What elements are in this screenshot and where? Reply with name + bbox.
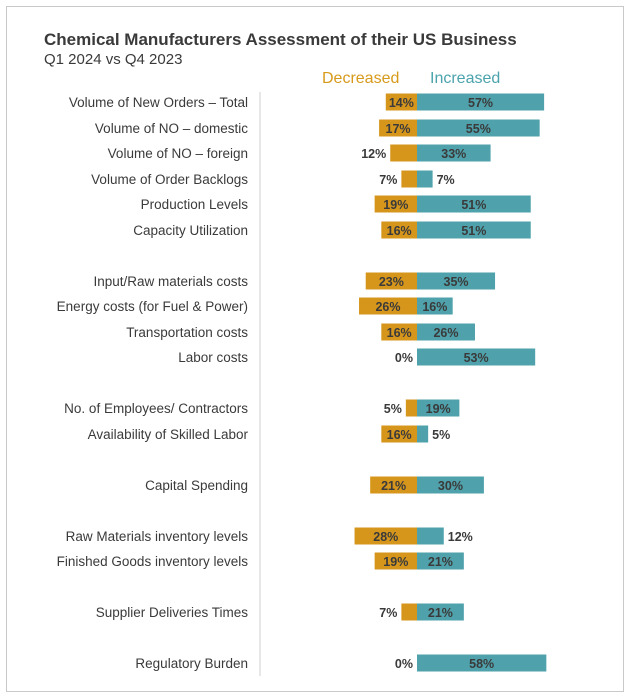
chart-title: Chemical Manufacturers Assessment of the… <box>44 30 517 49</box>
category-label: Regulatory Burden <box>135 656 248 671</box>
data-label-decreased: 19% <box>383 555 408 569</box>
category-label: Labor costs <box>178 350 248 365</box>
bar-increased <box>417 552 464 570</box>
category-label: Raw Materials inventory levels <box>66 529 249 544</box>
bar-decreased <box>374 552 417 570</box>
bar-decreased <box>405 399 417 417</box>
data-label-decreased: 12% <box>361 147 386 161</box>
data-label-increased: 33% <box>441 147 466 161</box>
bar-increased <box>417 476 484 494</box>
bar-increased <box>417 603 464 621</box>
data-label-increased: 57% <box>468 96 493 110</box>
bar-increased <box>417 144 491 162</box>
data-label-decreased: 5% <box>384 402 402 416</box>
category-label: Volume of NO – foreign <box>108 146 248 161</box>
category-label: Transportation costs <box>126 325 248 340</box>
bar-decreased <box>370 476 417 494</box>
data-label-increased: 7% <box>437 173 455 187</box>
data-label-increased: 51% <box>461 198 486 212</box>
data-label-decreased: 16% <box>387 428 412 442</box>
category-label: Production Levels <box>141 197 249 212</box>
bar-increased <box>417 272 496 290</box>
data-label-decreased: 14% <box>389 96 414 110</box>
data-label-decreased: 7% <box>379 173 397 187</box>
bar-decreased <box>374 195 417 213</box>
bar-increased <box>417 527 444 545</box>
data-label-decreased: 0% <box>395 351 413 365</box>
bar-decreased <box>365 272 417 290</box>
bar-increased <box>417 654 547 672</box>
data-label-increased: 51% <box>461 224 486 238</box>
legend-increased: Increased <box>430 70 501 87</box>
bar-increased <box>417 221 531 239</box>
bar-increased <box>417 297 453 315</box>
data-label-decreased: 23% <box>379 275 404 289</box>
category-label: Energy costs (for Fuel & Power) <box>57 299 248 314</box>
bar-increased <box>417 119 540 137</box>
bar-decreased <box>354 527 417 545</box>
bar-decreased <box>390 144 417 162</box>
data-label-increased: 5% <box>432 428 450 442</box>
data-label-increased: 19% <box>426 402 451 416</box>
bar-decreased <box>401 170 417 188</box>
bar-increased <box>417 195 531 213</box>
data-label-increased: 55% <box>466 122 491 136</box>
data-label-decreased: 19% <box>383 198 408 212</box>
category-label: No. of Employees/ Contractors <box>64 401 248 416</box>
category-label: Supplier Deliveries Times <box>96 605 249 620</box>
data-label-increased: 26% <box>433 326 458 340</box>
bar-increased <box>417 170 433 188</box>
bar-increased <box>417 399 460 417</box>
data-label-decreased: 7% <box>379 606 397 620</box>
data-label-decreased: 28% <box>373 530 398 544</box>
data-label-decreased: 0% <box>395 657 413 671</box>
bar-decreased <box>385 93 417 111</box>
category-label: Availability of Skilled Labor <box>88 427 249 442</box>
chart-subtitle: Q1 2024 vs Q4 2023 <box>44 51 183 68</box>
legend-decreased: Decreased <box>322 70 400 87</box>
data-label-decreased: 21% <box>381 479 406 493</box>
category-label: Volume of NO – domestic <box>95 121 248 136</box>
category-label: Finished Goods inventory levels <box>57 554 249 569</box>
category-label: Capacity Utilization <box>133 223 248 238</box>
bar-decreased <box>401 603 417 621</box>
data-label-increased: 53% <box>464 351 489 365</box>
bar-decreased <box>381 425 417 443</box>
bar-decreased <box>359 297 417 315</box>
data-label-increased: 35% <box>444 275 469 289</box>
bar-increased <box>417 348 536 366</box>
data-label-increased: 12% <box>448 530 473 544</box>
data-label-increased: 16% <box>422 300 447 314</box>
category-label: Capital Spending <box>145 478 248 493</box>
data-label-decreased: 16% <box>387 326 412 340</box>
bar-increased <box>417 425 429 443</box>
data-label-increased: 58% <box>469 657 494 671</box>
data-label-decreased: 26% <box>375 300 400 314</box>
bar-decreased <box>381 323 417 341</box>
category-label: Volume of Order Backlogs <box>91 172 248 187</box>
data-label-decreased: 16% <box>387 224 412 238</box>
bar-increased <box>417 93 545 111</box>
data-label-increased: 30% <box>438 479 463 493</box>
category-label: Volume of New Orders – Total <box>69 95 248 110</box>
bar-decreased <box>381 221 417 239</box>
bar-decreased <box>379 119 417 137</box>
category-label: Input/Raw materials costs <box>93 274 248 289</box>
data-label-increased: 21% <box>428 606 453 620</box>
bar-increased <box>417 323 475 341</box>
data-label-increased: 21% <box>428 555 453 569</box>
data-label-decreased: 17% <box>386 122 411 136</box>
